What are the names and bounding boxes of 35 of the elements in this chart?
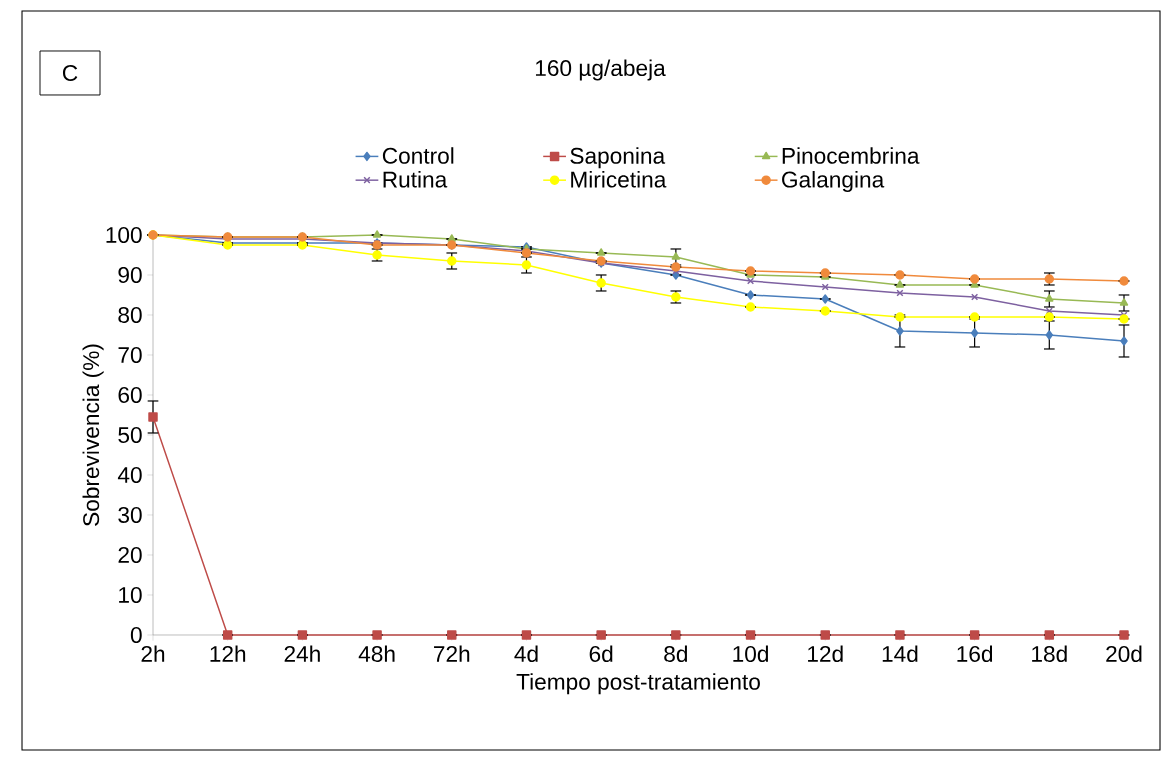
y-tick-label: 70 [118, 346, 142, 364]
y-tick-label: 20 [118, 546, 142, 564]
y-tick-label: 50 [118, 426, 142, 444]
y-tick-label: 40 [117, 466, 142, 484]
text: C [62, 64, 78, 82]
x-axis-title: Tiempo post-tratamiento [516, 673, 760, 695]
x-tick-label: 72h [434, 645, 470, 662]
y-tick-label: 90 [118, 266, 142, 284]
x-tick-label: 2h [141, 645, 165, 662]
chart-title: 160 µg/abeja [535, 59, 666, 81]
y-tick-label: 0 [130, 626, 142, 644]
y-tick-label: 60 [118, 386, 142, 404]
legend-label: Pinocembrina [782, 147, 920, 164]
x-tick-label: 6d [589, 645, 613, 663]
legend-label: Miricetina [571, 170, 667, 188]
y-tick-label: 30 [118, 506, 142, 524]
legend-label: Rutina [383, 170, 448, 188]
x-tick-label: 8d [664, 645, 687, 663]
y-tick-label: 10 [119, 586, 142, 604]
x-tick-label: 16d [957, 645, 993, 663]
x-tick-label: 12h [210, 645, 246, 662]
legend-label: Control [382, 147, 454, 164]
x-tick-label: 24h [284, 645, 320, 662]
y-axis-title: Sobrevivencia (%) [82, 344, 104, 526]
legend-label: Saponina [570, 147, 666, 169]
y-tick-label: 100 [106, 226, 142, 244]
x-tick-label: 4d [514, 645, 538, 663]
x-tick-label: 20d [1106, 645, 1142, 663]
x-tick-label: 14d [882, 645, 918, 663]
y-tick-label: 80 [118, 306, 142, 324]
x-tick-label: 18d [1032, 645, 1067, 663]
x-tick-label: 12d [808, 645, 843, 663]
legend-label: Galangina [782, 170, 885, 193]
x-tick-label: 10d [733, 645, 768, 663]
x-tick-label: 48h [358, 645, 395, 663]
